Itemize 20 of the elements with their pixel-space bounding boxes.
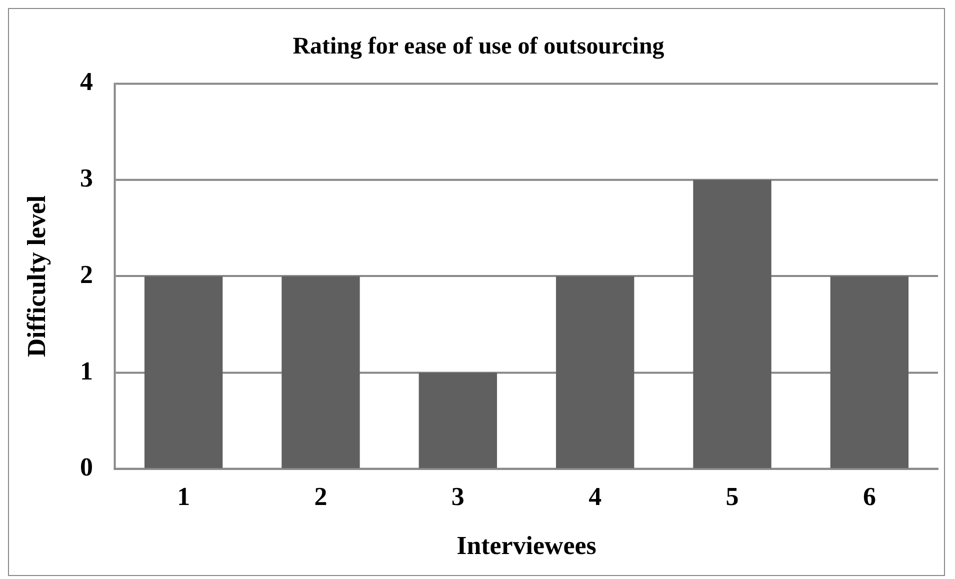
x-tick-label: 5	[726, 482, 739, 512]
x-axis-title: Interviewees	[456, 531, 596, 560]
y-tick-label: 4	[80, 67, 94, 96]
y-tick-label: 0	[80, 452, 94, 482]
bar	[830, 276, 909, 468]
bar	[144, 276, 223, 468]
x-tick-label: 1	[177, 482, 190, 512]
y-tick-label: 3	[80, 164, 94, 193]
x-tick-label: 3	[451, 482, 464, 512]
y-tick-label: 2	[80, 260, 94, 289]
x-tick-label: 6	[862, 482, 876, 512]
y-axis-title: Difficulty level	[22, 195, 52, 358]
x-tick-label: 2	[314, 482, 328, 512]
bar	[693, 180, 772, 468]
bar	[556, 276, 634, 468]
bar	[418, 372, 497, 468]
chart-title: Rating for ease of use of outsourcing	[292, 33, 664, 60]
x-tick-label: 4	[588, 482, 602, 512]
y-tick-label: 1	[80, 356, 94, 386]
bar	[282, 276, 360, 468]
